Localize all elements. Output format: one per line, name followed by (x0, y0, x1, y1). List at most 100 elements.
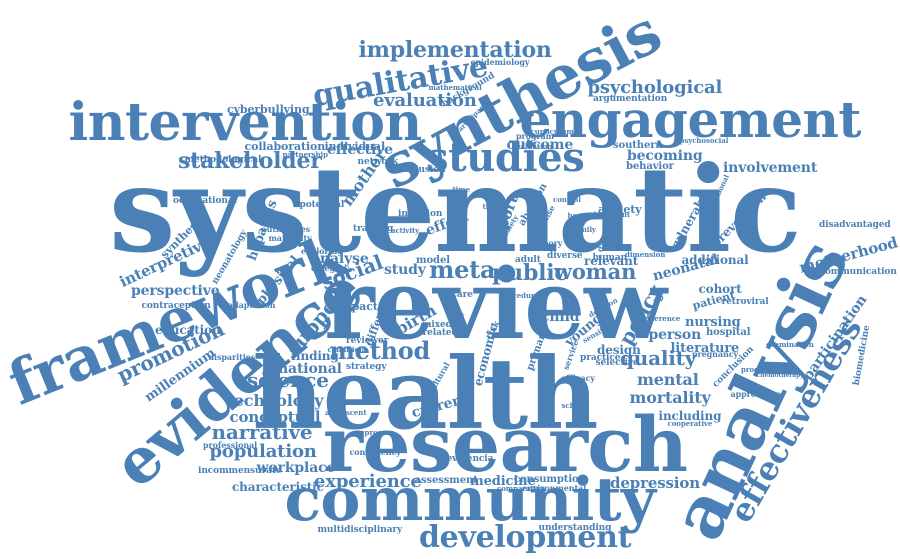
cloud-word: anxiety (598, 202, 642, 216)
cloud-word: individual (324, 139, 386, 153)
cloud-word: adherence (640, 313, 681, 323)
cloud-word: progression (741, 364, 787, 374)
cloud-word: assessment (414, 475, 478, 486)
cloud-word: analyse (311, 251, 369, 267)
cloud-word: outcome (506, 137, 574, 153)
cloud-word: behavior (626, 161, 674, 172)
cloud-word: understanding (538, 522, 612, 533)
cloud-word: examination (766, 339, 814, 349)
cloud-word: consistency (349, 447, 401, 457)
cloud-word: partnership (282, 149, 328, 159)
cloud-word: depression (610, 473, 700, 492)
cloud-word: practice (580, 352, 621, 363)
cloud-word: control (553, 194, 581, 204)
cloud-word: impact (336, 299, 378, 313)
cloud-word: adult (515, 254, 541, 265)
cloud-word: approaches (730, 389, 782, 399)
cloud-word: implementation (358, 37, 552, 63)
cloud-word: chemotherapy (756, 372, 804, 379)
cloud-word: school (561, 400, 587, 410)
cloud-word: exploring (301, 246, 343, 256)
cloud-word: southern (613, 140, 663, 151)
cloud-word: relevant (584, 254, 639, 268)
cloud-word: intervention (68, 92, 423, 153)
cloud-word: design (597, 343, 641, 357)
cloud-word: method (329, 336, 431, 365)
cloud-word: epidemiology (470, 57, 530, 67)
cloud-word: quality (620, 346, 697, 370)
cloud-word: disadvantaged (819, 219, 891, 230)
cloud-word: multidisciplinary (317, 524, 403, 535)
cloud-word: diverse (547, 250, 583, 261)
cloud-word: potential (299, 199, 345, 210)
cloud-word: procedure (499, 290, 540, 300)
cloud-word: conceptual (229, 407, 321, 426)
cloud-word: time (452, 184, 471, 194)
cloud-word: process (364, 427, 394, 437)
cloud-word: involvement (723, 160, 818, 176)
cloud-word: professional (203, 440, 258, 450)
cloud-word: cohort (698, 282, 742, 296)
cloud-word: pregnancy (692, 349, 739, 359)
cloud-word: psychological (587, 77, 723, 98)
cloud-word: cooperative (667, 418, 713, 428)
cloud-word: contraception (141, 300, 211, 311)
cloud-word: nursing (685, 314, 741, 330)
cloud-word: mental (637, 370, 699, 389)
cloud-word: selective (595, 357, 639, 368)
cloud-word: finding (291, 349, 339, 363)
cloud-word: medicine (470, 473, 536, 489)
cloud-word: category (311, 263, 349, 273)
cloud-word: person (648, 327, 702, 343)
cloud-word: systematic (109, 140, 802, 279)
cloud-word: theory (534, 238, 563, 248)
cloud-word: hospital (567, 210, 599, 220)
cloud-word: condition (327, 344, 365, 354)
cloud-word: model (416, 255, 450, 266)
cloud-word: becoming (627, 148, 703, 164)
cloud-word: curriculum (530, 126, 574, 136)
cloud-word: community (284, 465, 656, 535)
cloud-word: science (247, 368, 329, 392)
cloud-word: environmental (522, 483, 587, 493)
cloud-word: evidencia (446, 453, 494, 464)
cloud-word: hospital (706, 327, 751, 338)
cloud-word: health (252, 337, 599, 452)
cloud-word: national (278, 361, 342, 377)
cloud-word: development (419, 520, 632, 555)
cloud-word: study (384, 262, 426, 278)
cloud-word: perspective (131, 283, 220, 299)
cloud-word: network (357, 156, 399, 167)
cloud-word: education (155, 323, 221, 337)
cloud-word: trust (482, 201, 502, 211)
cloud-word: research (323, 400, 688, 489)
cloud-word: training (353, 223, 394, 234)
cloud-word: strategy (346, 361, 387, 372)
cloud-word: infection (398, 208, 443, 219)
cloud-word: family (572, 224, 596, 234)
cloud-word: methodological (184, 154, 262, 165)
cloud-word: consumption (514, 474, 586, 485)
cloud-word: program (516, 131, 555, 141)
cloud-word: maternity (268, 233, 312, 243)
cloud-word: incommensurate (198, 465, 282, 476)
cloud-word: retroviral (721, 296, 769, 307)
cloud-word: inclusion (400, 164, 446, 175)
cloud-word: experience (314, 471, 422, 492)
cloud-word: efficacy (561, 373, 595, 383)
cloud-word: care (451, 289, 474, 300)
cloud-word: related (422, 327, 458, 338)
cloud-word: dimension (625, 249, 666, 259)
cloud-word: stakeholder (178, 148, 322, 174)
cloud-word: literature (670, 340, 740, 356)
cloud-word: adaptation (228, 300, 276, 310)
cloud-word: mortality (629, 388, 711, 407)
cloud-word: collaboration (244, 139, 326, 153)
cloud-word: additional (681, 253, 749, 267)
cloud-word: document (591, 209, 631, 219)
cloud-word: occupational (173, 195, 237, 206)
cloud-word: meta (429, 255, 496, 284)
cloud-word: workplace (256, 460, 336, 476)
cloud-word: public (492, 260, 568, 286)
